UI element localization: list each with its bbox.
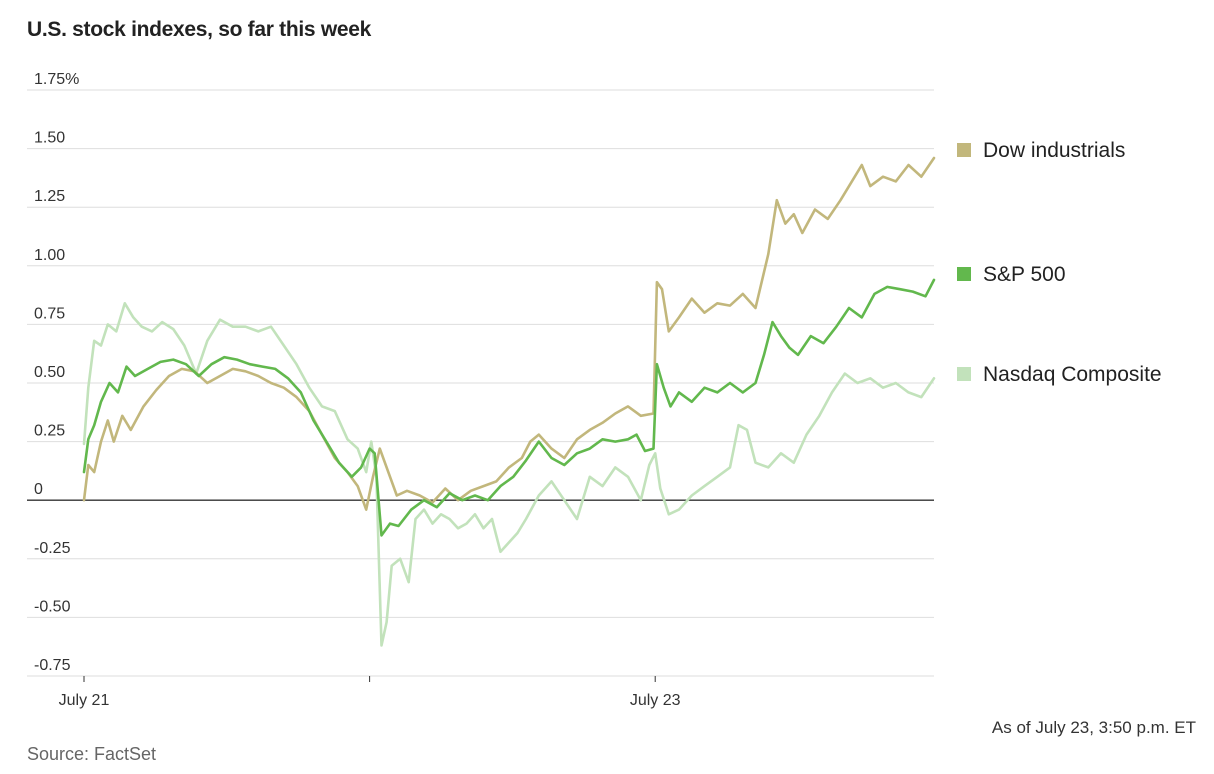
legend-swatch-sp500: [957, 267, 971, 281]
legend-label-dow: Dow industrials: [983, 139, 1125, 162]
legend-label-sp500: S&P 500: [983, 263, 1066, 286]
as-of-note: As of July 23, 3:50 p.m. ET: [991, 718, 1196, 737]
y-tick-label: -0.25: [34, 540, 71, 557]
legend-label-nasdaq: Nasdaq Composite: [983, 363, 1162, 386]
y-tick-label: 0.75: [34, 305, 65, 322]
y-tick-label: 1.25: [34, 188, 65, 205]
y-tick-label: 0.50: [34, 364, 65, 381]
y-tick-label: 1.50: [34, 130, 65, 147]
series-line-dow: [82, 156, 936, 511]
y-tick-label: 1.00: [34, 247, 65, 264]
series-line-nasdaq: [82, 302, 936, 647]
x-tick-label: July 21: [59, 692, 110, 709]
chart-title: U.S. stock indexes, so far this week: [27, 18, 372, 41]
series-line-sp500: [82, 278, 936, 537]
source-note: Source: FactSet: [27, 744, 157, 764]
legend-swatch-dow: [957, 143, 971, 157]
legend-swatch-nasdaq: [957, 367, 971, 381]
y-tick-label: 0: [34, 481, 43, 498]
x-tick-label: July 23: [630, 692, 681, 709]
y-tick-label: -0.50: [34, 598, 71, 615]
y-tick-label: 1.75%: [34, 71, 79, 88]
y-tick-label: 0.25: [34, 423, 65, 440]
y-tick-label: -0.75: [34, 657, 71, 674]
